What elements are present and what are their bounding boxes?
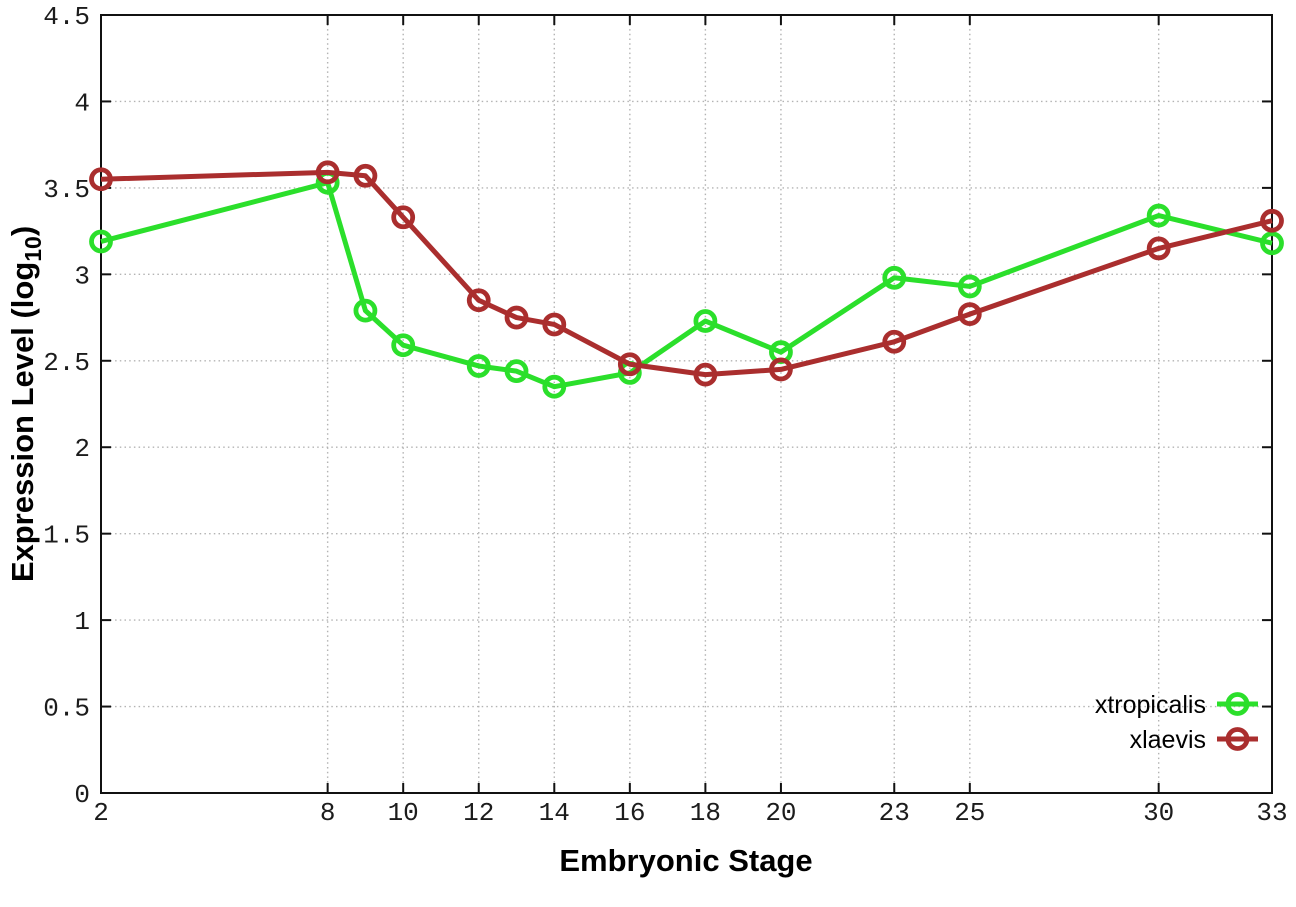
data-point-xlaevis-stage-18 [693, 362, 718, 387]
data-point-xtropicalis-stage-18 [693, 309, 718, 333]
x-tick-label: 12 [463, 798, 494, 828]
data-point-xlaevis-stage-14 [542, 312, 567, 337]
data-point-xlaevis-stage-8 [315, 160, 340, 185]
data-point-xtropicalis-stage-33 [1260, 231, 1284, 256]
data-point-xlaevis-stage-10 [391, 205, 416, 230]
data-point-xtropicalis-stage-12 [466, 354, 491, 378]
y-tick-label: 3.5 [43, 175, 90, 205]
data-point-xtropicalis-stage-23 [882, 265, 907, 290]
data-point-xlaevis-stage-16 [617, 352, 642, 377]
x-tick-label: 25 [954, 798, 985, 828]
y-tick-label: 2.5 [43, 348, 90, 378]
x-tick-label: 2 [93, 798, 109, 828]
data-point-xtropicalis-stage-9 [353, 298, 378, 323]
data-point-xtropicalis-stage-25 [957, 274, 982, 299]
x-tick-label: 20 [765, 798, 796, 828]
data-point-xtropicalis-stage-30 [1146, 203, 1171, 228]
data-point-xlaevis-stage-33 [1260, 208, 1284, 233]
y-tick-label: 1 [74, 607, 90, 637]
y-tick-label: 0 [74, 780, 90, 810]
data-point-xlaevis-stage-2 [89, 167, 113, 192]
data-point-xlaevis-stage-25 [957, 302, 982, 326]
data-point-xtropicalis-stage-13 [504, 359, 529, 384]
legend-label-xtropicalis: xtropicalis [1095, 691, 1206, 719]
data-point-xtropicalis-stage-2 [89, 229, 113, 254]
x-tick-label: 8 [320, 798, 336, 828]
y-axis-title-close: ) [5, 226, 40, 236]
x-axis-title: Embryonic Stage [559, 843, 812, 878]
y-axis-title: Expression Level (log10) [5, 226, 46, 582]
data-point-xlaevis-stage-13 [504, 305, 529, 330]
y-axis-title-subscript: 10 [20, 236, 46, 262]
x-tick-label: 23 [879, 798, 910, 828]
x-tick-label: 16 [614, 798, 645, 828]
data-point-xtropicalis-stage-14 [542, 374, 567, 399]
y-tick-label: 0.5 [43, 694, 90, 724]
y-tick-label: 4.5 [43, 2, 90, 32]
data-point-xtropicalis-stage-10 [391, 333, 416, 358]
series-line-xtropicalis [100, 180, 1273, 390]
legend-label-xlaevis: xlaevis [1130, 726, 1206, 754]
x-tick-label: 30 [1143, 798, 1174, 828]
x-tick-label: 10 [388, 798, 419, 828]
data-point-xlaevis-stage-30 [1146, 236, 1171, 261]
data-point-xlaevis-stage-20 [769, 357, 793, 382]
y-tick-label: 3 [74, 261, 90, 291]
x-tick-label: 33 [1256, 798, 1287, 828]
data-point-xlaevis-stage-12 [466, 288, 491, 313]
y-tick-label: 1.5 [43, 521, 90, 551]
legend-marker-xlaevis [1225, 727, 1250, 751]
x-tick-label: 14 [539, 798, 570, 828]
data-point-xlaevis-stage-23 [882, 329, 907, 354]
series-line-xlaevis [100, 169, 1273, 378]
y-axis-title-main: Expression Level (log [5, 262, 40, 582]
y-tick-label: 2 [74, 434, 90, 464]
y-tick-label: 4 [74, 88, 90, 118]
plot-area: 2 8 10 12 14 16 18 20 23 25 30 33 0 0.5 1 1.5 2 2.5 3 3.5 4 4… [43, 2, 1287, 828]
plot-border [100, 14, 1273, 794]
x-tick-label: 18 [690, 798, 721, 828]
legend-marker-xtropicalis [1225, 692, 1250, 716]
data-point-xlaevis-stage-9 [353, 163, 378, 188]
